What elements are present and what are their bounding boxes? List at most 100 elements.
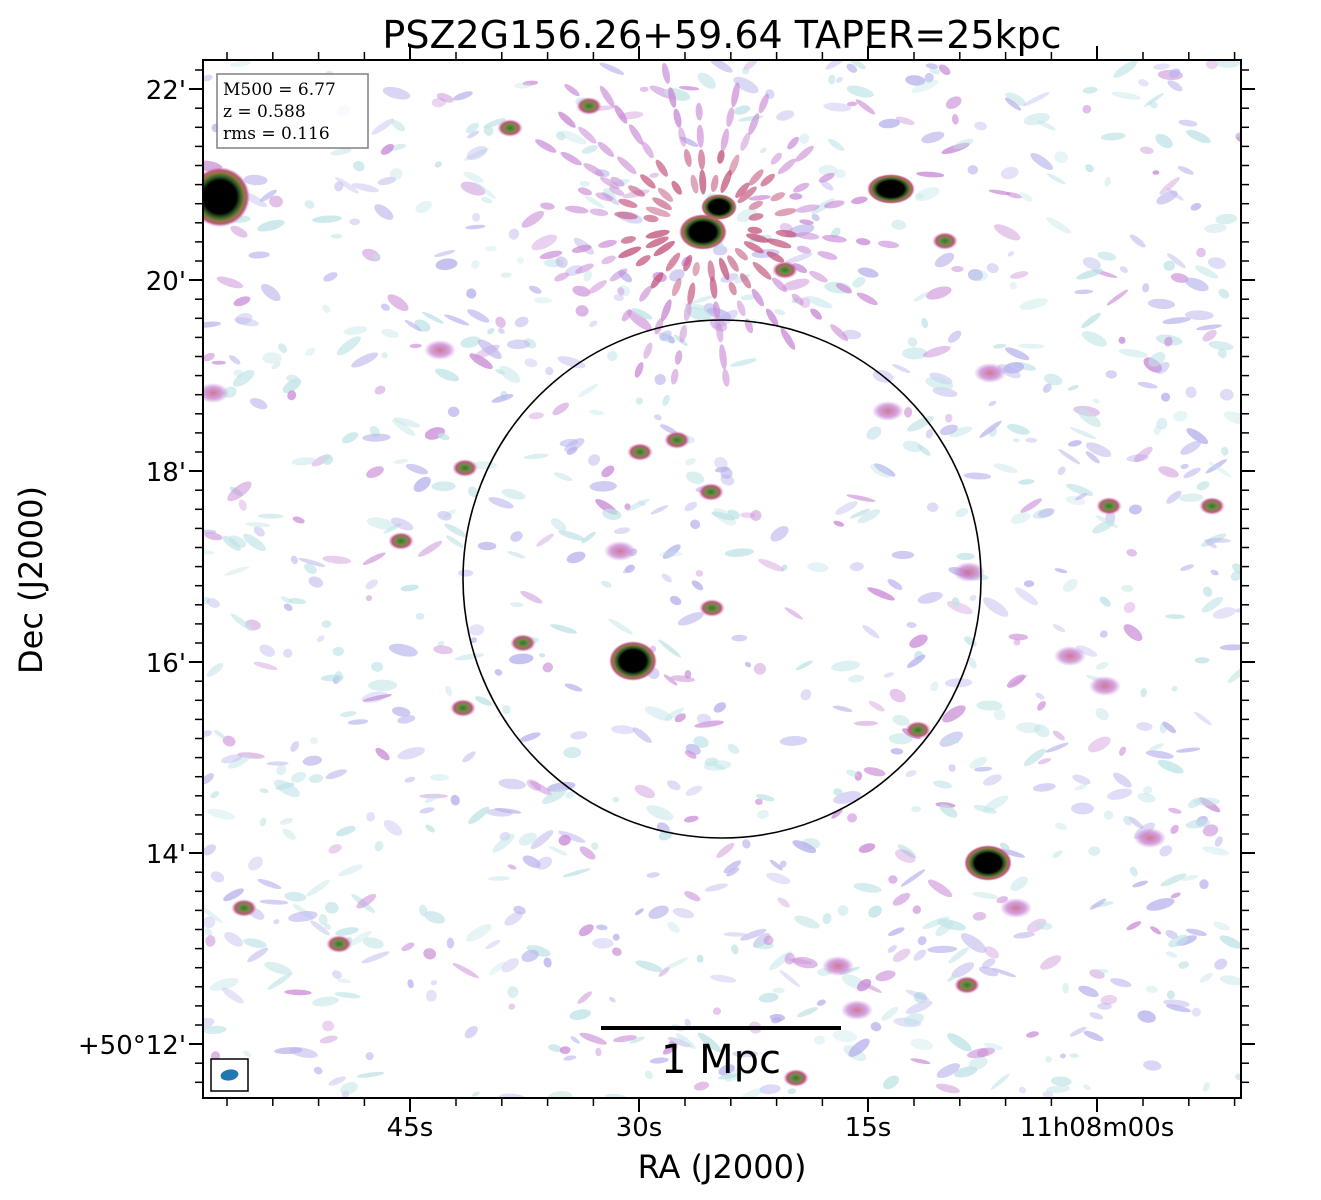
noise-speckle	[825, 60, 850, 70]
noise-speckle	[1166, 187, 1184, 201]
noise-speckle	[312, 215, 342, 223]
noise-speckle	[522, 80, 539, 86]
artifact-streak	[665, 252, 681, 272]
noise-speckle	[1165, 951, 1178, 958]
artifact-streak	[780, 327, 796, 350]
noise-speckle	[528, 285, 542, 294]
noise-speckle	[229, 60, 251, 68]
noise-speckle	[1099, 630, 1108, 638]
artifact-streak	[618, 198, 638, 208]
noise-speckle	[934, 252, 955, 268]
artifact-streak	[748, 113, 760, 135]
noise-speckle	[1184, 277, 1209, 292]
noise-speckle	[1190, 203, 1202, 211]
noise-speckle	[347, 930, 372, 947]
noise-speckle	[948, 764, 956, 772]
noise-speckle	[387, 294, 409, 312]
artifact-streak	[726, 107, 735, 127]
noise-speckle	[748, 195, 771, 201]
noise-speckle	[951, 113, 959, 125]
noise-speckle	[894, 849, 916, 863]
noise-speckle	[336, 978, 352, 984]
noise-speckle	[234, 317, 259, 327]
noise-speckle	[1045, 1056, 1052, 1063]
noise-speckle-layer	[203, 60, 1241, 1098]
noise-speckle	[1163, 999, 1190, 1007]
noise-speckle	[654, 373, 666, 386]
noise-speckle	[1013, 639, 1021, 646]
noise-speckle	[599, 62, 625, 75]
noise-speckle	[392, 706, 411, 717]
noise-speckle	[423, 948, 437, 960]
artifact-streak	[712, 301, 721, 319]
noise-speckle	[203, 74, 213, 82]
noise-speckle	[713, 702, 727, 713]
artifact-streak	[817, 251, 838, 260]
noise-speckle	[282, 378, 302, 394]
noise-speckle	[1214, 958, 1228, 970]
y-tick-label: 14'	[146, 840, 186, 870]
noise-speckle	[714, 456, 728, 470]
noise-speckle	[897, 844, 917, 859]
noise-speckle	[1089, 1012, 1104, 1020]
noise-speckle	[312, 996, 339, 1007]
noise-speckle	[501, 488, 526, 500]
noise-speckle	[507, 864, 517, 870]
noise-speckle	[853, 720, 879, 726]
noise-speckle	[419, 807, 435, 814]
noise-speckle	[392, 419, 416, 437]
artifact-streak	[583, 163, 604, 177]
noise-speckle	[290, 741, 300, 752]
artifact-streak	[598, 239, 617, 248]
noise-speckle	[1230, 570, 1241, 581]
noise-speckle	[769, 859, 783, 871]
noise-speckle	[820, 180, 834, 191]
artifact-streak	[855, 238, 871, 246]
noise-speckle	[891, 550, 915, 560]
noise-speckle	[510, 531, 523, 542]
noise-speckle	[644, 706, 673, 722]
noise-speckle	[288, 911, 318, 922]
noise-speckle	[867, 587, 895, 601]
noise-speckle	[1156, 417, 1168, 430]
noise-speckle	[509, 653, 534, 665]
noise-speckle	[566, 551, 586, 564]
noise-speckle	[287, 390, 297, 401]
faint-emission	[872, 401, 904, 421]
noise-speckle	[1092, 968, 1109, 975]
artifact-streak	[716, 322, 724, 343]
noise-speckle	[716, 842, 735, 859]
noise-speckle	[465, 122, 479, 134]
noise-speckle	[624, 503, 631, 510]
artifact-streak	[771, 277, 788, 292]
noise-speckle	[547, 1091, 573, 1098]
compact-radio-source	[497, 119, 523, 137]
y-axis-label: Dec (J2000)	[12, 486, 50, 674]
noise-speckle	[206, 598, 220, 608]
artifact-streak	[645, 206, 671, 218]
noise-speckle	[944, 413, 953, 423]
noise-speckle	[466, 288, 477, 299]
noise-speckle	[779, 735, 808, 746]
noise-speckle	[740, 294, 757, 301]
artifact-streak	[810, 308, 822, 320]
noise-speckle	[758, 992, 779, 1003]
faint-emission	[953, 562, 985, 582]
noise-speckle	[1071, 802, 1094, 815]
noise-speckle	[1219, 935, 1241, 949]
noise-speckle	[292, 516, 305, 524]
noise-speckle	[631, 308, 653, 320]
noise-speckle	[712, 245, 728, 256]
artifact-streak	[710, 174, 719, 192]
artifact-streak	[796, 245, 812, 254]
noise-speckle	[342, 432, 359, 444]
noise-speckle	[313, 1066, 323, 1075]
noise-speckle	[649, 172, 659, 178]
noise-speckle	[257, 219, 285, 232]
noise-speckle	[1043, 373, 1063, 386]
noise-speckle	[322, 454, 333, 465]
noise-speckle	[948, 947, 970, 964]
noise-speckle	[381, 352, 388, 359]
noise-speckle	[467, 309, 490, 323]
noise-speckle	[1082, 331, 1107, 347]
